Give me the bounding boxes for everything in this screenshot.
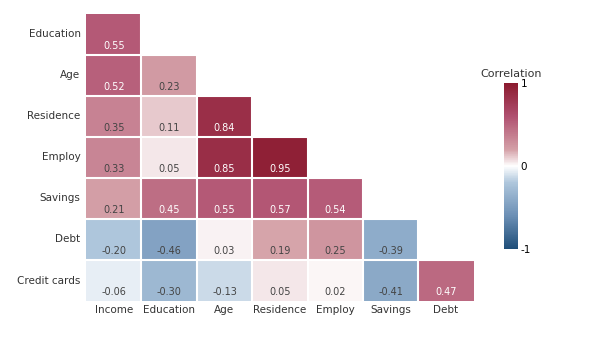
Text: 0.57: 0.57 xyxy=(269,205,291,215)
Text: 0.25: 0.25 xyxy=(324,246,346,256)
Text: 0.23: 0.23 xyxy=(159,82,180,92)
Bar xyxy=(197,260,252,301)
Bar xyxy=(363,260,418,301)
Text: 0.84: 0.84 xyxy=(214,123,235,133)
Text: -0.41: -0.41 xyxy=(378,287,403,297)
Text: 0.85: 0.85 xyxy=(214,164,235,174)
Bar xyxy=(252,219,308,260)
Bar xyxy=(86,137,141,178)
Bar xyxy=(141,96,197,137)
Text: 0.55: 0.55 xyxy=(103,41,125,51)
Bar xyxy=(86,14,141,55)
Bar xyxy=(308,260,363,301)
Text: 0.11: 0.11 xyxy=(159,123,180,133)
Text: -0.13: -0.13 xyxy=(212,287,237,297)
Bar xyxy=(197,219,252,260)
Text: 0.21: 0.21 xyxy=(103,205,124,215)
Text: 0.02: 0.02 xyxy=(325,287,346,297)
Text: 0.95: 0.95 xyxy=(269,164,290,174)
Text: 0.54: 0.54 xyxy=(325,205,346,215)
Bar xyxy=(197,137,252,178)
Bar xyxy=(197,96,252,137)
Bar xyxy=(86,260,141,301)
Bar xyxy=(363,219,418,260)
Text: 0.35: 0.35 xyxy=(103,123,124,133)
Text: 0.47: 0.47 xyxy=(435,287,456,297)
Text: 0.55: 0.55 xyxy=(213,205,236,215)
Bar xyxy=(252,178,308,219)
Bar xyxy=(141,219,197,260)
Bar xyxy=(86,219,141,260)
Bar xyxy=(141,178,197,219)
Bar xyxy=(252,137,308,178)
Text: 0.52: 0.52 xyxy=(103,82,125,92)
Bar xyxy=(308,178,363,219)
Text: 0.03: 0.03 xyxy=(214,246,235,256)
Bar xyxy=(141,55,197,96)
Bar xyxy=(141,137,197,178)
Bar xyxy=(197,178,252,219)
Bar xyxy=(252,260,308,301)
Text: 0.19: 0.19 xyxy=(269,246,290,256)
Text: -0.46: -0.46 xyxy=(157,246,181,256)
Bar xyxy=(86,178,141,219)
Bar xyxy=(86,96,141,137)
Text: 0.45: 0.45 xyxy=(159,205,180,215)
Text: -0.39: -0.39 xyxy=(378,246,403,256)
Bar xyxy=(141,260,197,301)
Text: 0.33: 0.33 xyxy=(103,164,124,174)
Text: -0.06: -0.06 xyxy=(101,287,126,297)
Bar xyxy=(86,55,141,96)
Text: 0.05: 0.05 xyxy=(159,164,180,174)
Text: 0.05: 0.05 xyxy=(269,287,290,297)
Title: Correlation: Correlation xyxy=(480,70,542,80)
Bar xyxy=(308,219,363,260)
Bar xyxy=(418,260,474,301)
Text: -0.20: -0.20 xyxy=(101,246,126,256)
Text: -0.30: -0.30 xyxy=(157,287,181,297)
